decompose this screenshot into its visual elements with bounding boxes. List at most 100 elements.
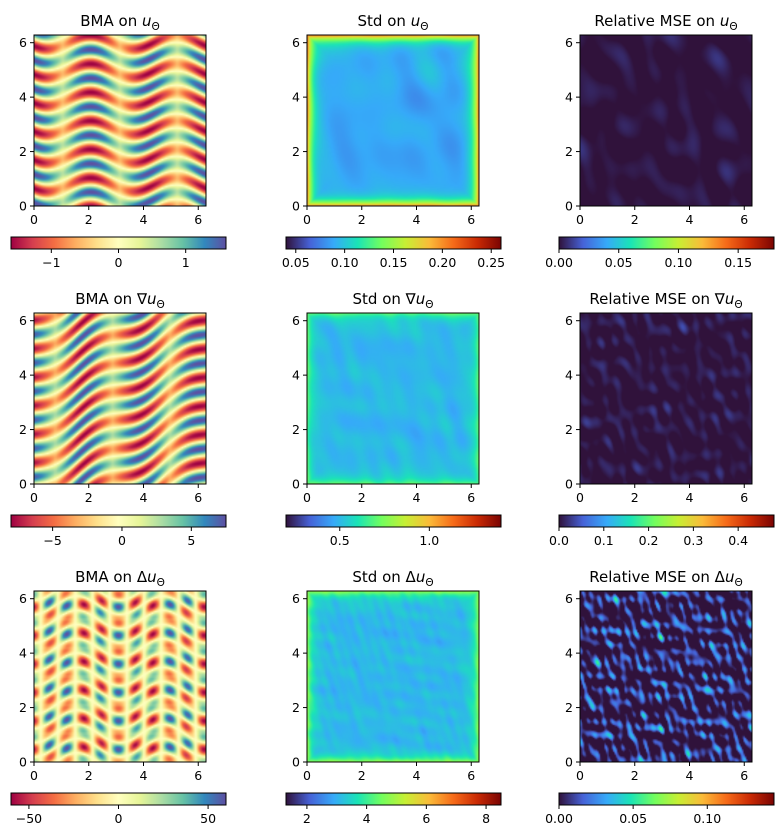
subplot-0: BMA on uΘ 0 2 4 6 0 2 4 6 −1 0 1 [10,12,227,270]
title-subscript: Θ [425,299,433,311]
colorbar-tick-label: 0.3 [683,533,703,548]
title-text: BMA on Δ [75,568,148,586]
x-tick-label: 0 [30,212,38,227]
x-tick-label: 6 [740,490,748,505]
title-symbol: u [411,12,421,30]
colorbar [558,792,775,806]
x-tick-label: 0 [303,490,311,505]
colorbar-tick-label: 0.0 [549,533,569,548]
x-tick-label: 6 [740,212,748,227]
subplot-2: Relative MSE on uΘ 0 2 4 6 0 2 4 6 0.00 0.05 0.10 0.… [545,12,775,270]
colorbar-tick-label: 0 [118,533,126,548]
y-tick-label: 4 [292,368,300,383]
y-tick-label: 4 [19,90,27,105]
colorbar-tick-label: 5 [187,533,195,548]
colorbar [10,514,227,528]
colorbar-tick-label: 0.4 [728,533,748,548]
x-tick-label: 0 [576,490,584,505]
subplot-4: Std on ∇uΘ 0 2 4 6 0 2 4 6 0.5 1.0 [285,290,502,548]
x-tick-label: 6 [740,768,748,783]
subplot-5: Relative MSE on ∇uΘ 0 2 4 6 0 2 4 6 0.0 0.1 0.2 0.3 0… [549,290,775,548]
title-text: Relative MSE on ∇ [589,290,725,308]
colorbar-tick-label: 0.05 [619,811,647,826]
heatmap-image [34,35,206,206]
heatmap-image [580,591,752,762]
colorbar-tick-label: 0.00 [545,255,573,270]
title-symbol: u [147,568,157,586]
subplot-title-1: Std on uΘ [358,12,429,33]
x-tick-label: 6 [467,212,475,227]
title-text: Std on ∇ [353,290,417,308]
colorbar-tick-label: 0.10 [693,811,721,826]
subplot-title-4: Std on ∇uΘ [353,290,434,311]
colorbar [558,514,775,528]
colorbar-tick-label: 0.5 [330,533,350,548]
colorbar-tick-label: 0.1 [594,533,614,548]
y-tick-label: 0 [565,755,573,770]
colorbar-tick-label: 1 [182,255,190,270]
colorbar [10,792,227,806]
colorbar-tick-label: 0.05 [282,255,310,270]
axes-frame [33,312,207,485]
title-symbol: u [725,290,735,308]
x-tick-label: 0 [303,768,311,783]
title-text: Std on Δ [352,568,416,586]
heatmap-image [307,35,479,206]
x-tick-label: 4 [686,212,694,227]
x-tick-label: 4 [140,212,148,227]
y-tick-label: 2 [565,422,573,437]
y-tick-label: 6 [565,591,573,606]
x-tick-label: 4 [140,490,148,505]
title-text: BMA on [80,12,142,30]
title-text: Relative MSE on Δ [589,568,725,586]
title-subscript: Θ [425,577,433,589]
colorbar [10,236,227,250]
y-tick-label: 2 [19,700,27,715]
y-tick-label: 6 [292,35,300,50]
x-tick-label: 0 [30,490,38,505]
x-tick-label: 4 [686,768,694,783]
colorbar-tick-label: 4 [363,811,371,826]
y-tick-label: 6 [292,591,300,606]
y-tick-label: 4 [292,646,300,661]
colorbar-tick-label: 0.15 [724,255,752,270]
colorbar [285,514,502,528]
colorbar-tick-label: −1 [42,255,60,270]
y-tick-label: 2 [19,144,27,159]
subplot-7: Std on ΔuΘ 0 2 4 6 0 2 4 6 2 4 6 8 [285,568,502,826]
axes-frame [579,312,753,485]
title-subscript: Θ [420,21,428,33]
title-subscript: Θ [734,577,742,589]
colorbar-tick-label: −5 [43,533,61,548]
colorbar-tick-label: 0.05 [605,255,633,270]
colorbar-tick-label: 50 [200,811,216,826]
subplot-6: BMA on ΔuΘ 0 2 4 6 0 2 4 6 −50 0 50 [10,568,227,826]
title-symbol: u [147,290,157,308]
colorbar [285,236,502,250]
y-tick-label: 0 [292,477,300,492]
subplot-title-0: BMA on uΘ [80,12,160,33]
y-tick-label: 4 [292,90,300,105]
subplot-title-3: BMA on ∇uΘ [75,290,165,311]
x-tick-label: 4 [686,490,694,505]
colorbar [285,792,502,806]
y-tick-label: 2 [292,144,300,159]
colorbar-tick-label: 0.10 [665,255,693,270]
title-text: Std on [358,12,411,30]
y-tick-label: 2 [292,700,300,715]
x-tick-label: 0 [576,768,584,783]
title-symbol: u [416,290,426,308]
colorbar-tick-label: 8 [482,811,490,826]
x-tick-label: 6 [467,490,475,505]
heatmap-image [580,313,752,484]
y-tick-label: 4 [565,646,573,661]
x-tick-label: 4 [413,490,421,505]
heatmap-image [34,313,206,484]
colorbar-tick-label: 0.10 [331,255,359,270]
y-tick-label: 6 [565,313,573,328]
y-tick-label: 0 [19,199,27,214]
title-symbol: u [416,568,426,586]
x-tick-label: 0 [576,212,584,227]
x-tick-label: 2 [85,490,93,505]
